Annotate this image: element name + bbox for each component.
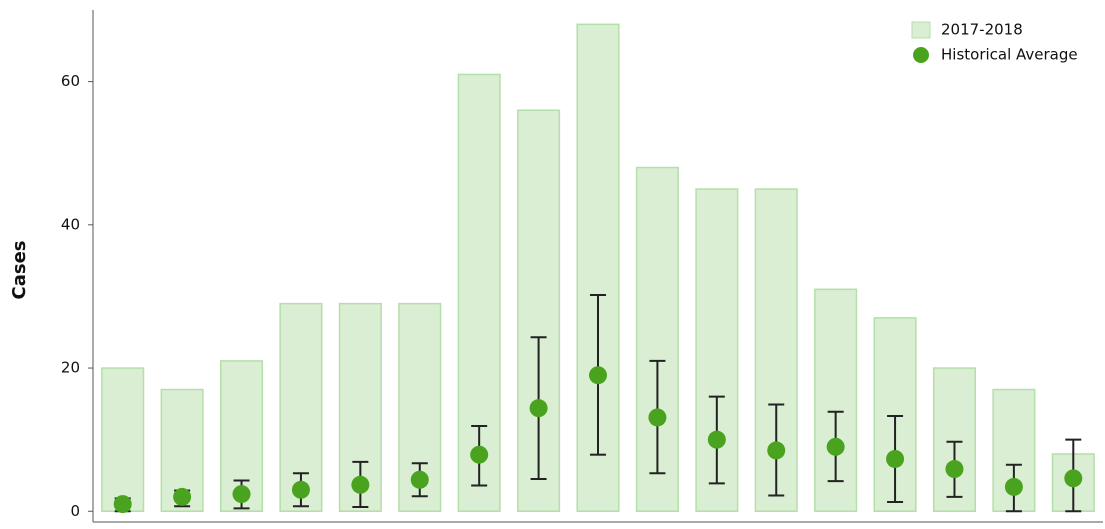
point — [826, 437, 845, 456]
legend-swatch — [911, 21, 931, 39]
point — [1064, 469, 1083, 488]
point — [232, 485, 251, 504]
y-tick-label: 60 — [61, 72, 80, 90]
y-tick-label: 40 — [61, 215, 80, 233]
point — [707, 430, 726, 449]
point — [173, 487, 192, 506]
point — [1004, 477, 1023, 496]
point — [648, 408, 667, 427]
point — [529, 399, 548, 418]
legend-label: 2017-2018 — [941, 21, 1023, 39]
legend-label: Historical Average — [941, 46, 1078, 64]
point — [113, 495, 132, 514]
y-tick-label: 0 — [70, 502, 80, 520]
y-tick-label: 20 — [61, 359, 80, 377]
point — [351, 475, 370, 494]
y-axis-label: Cases — [9, 241, 30, 300]
point — [945, 460, 964, 479]
bar — [101, 367, 145, 513]
point — [470, 445, 489, 464]
point — [410, 470, 429, 489]
point — [291, 480, 310, 499]
legend-swatch — [913, 47, 929, 63]
point — [886, 449, 905, 468]
point — [589, 366, 607, 385]
point — [767, 441, 786, 460]
